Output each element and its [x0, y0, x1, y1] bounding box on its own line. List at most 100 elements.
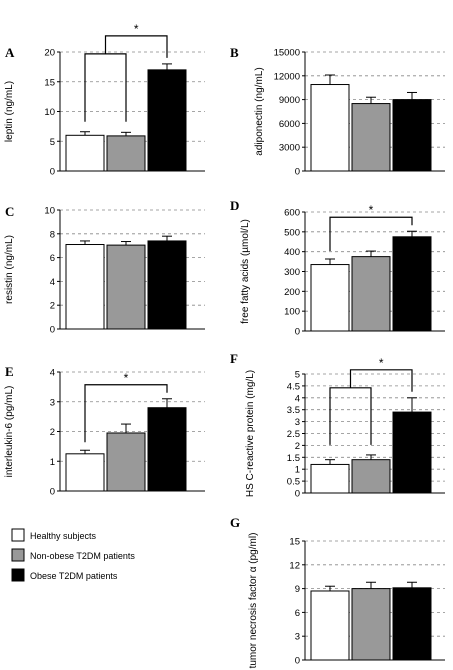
- y-tick-label: 1: [50, 457, 55, 468]
- bracket-line: [329, 216, 413, 252]
- y-axis-label: HS C-reactive protein (mg/L): [245, 370, 256, 497]
- y-tick-label: 6: [295, 608, 300, 619]
- y-axis-label: free fatty acids (µmol/L): [240, 219, 251, 324]
- y-tick-label: 300: [284, 267, 300, 278]
- legend-group: Healthy subjects Non-obese T2DM patients O…: [11, 528, 135, 582]
- bar: [106, 135, 146, 172]
- y-tick-label: 0: [295, 489, 300, 500]
- y-tick-label: 0: [50, 167, 55, 178]
- y-tick-label: 2: [50, 427, 55, 438]
- bracket-line: [349, 369, 413, 392]
- panel-c: C 0 2 4 6 8 10 resistin (ng/mL): [4, 204, 205, 336]
- panel-letter: D: [230, 198, 239, 213]
- panel-d: D 0 100 200 300 400 500 600 free fatty acids (µm…: [230, 198, 445, 338]
- y-tick-label: 2: [295, 441, 300, 452]
- y-tick-label: 15: [44, 77, 55, 88]
- significance-bracket: *: [329, 203, 413, 252]
- y-tick-label: 2: [50, 301, 55, 312]
- y-tick-label: 3: [50, 397, 55, 408]
- legend-swatch: [11, 568, 25, 582]
- y-tick-label: 100: [284, 307, 300, 318]
- y-tick-label: 9: [295, 584, 300, 595]
- panel-g: G 0 3 6 9 12 15 tumor necrosis factor α (pg/ml): [230, 515, 445, 668]
- y-tick-label: 0: [50, 487, 55, 498]
- significance-star: *: [134, 22, 139, 36]
- significance-bracket: *: [84, 371, 168, 443]
- y-tick-label: 4: [295, 393, 300, 404]
- y-tick-label: 3.5: [287, 405, 300, 416]
- bar: [392, 411, 432, 494]
- y-axis-label: resistin (ng/mL): [4, 235, 15, 304]
- y-axis-label: adiponectin (ng/mL): [254, 67, 265, 155]
- y-tick-label: 0: [295, 327, 300, 338]
- y-tick-label: 15: [289, 537, 300, 548]
- y-tick-label: 20: [44, 48, 55, 59]
- bar: [147, 407, 187, 492]
- panel-letter: B: [230, 45, 239, 60]
- panel-letter: G: [230, 515, 240, 530]
- bar: [392, 99, 432, 172]
- y-axis-label: interleukin-6 (pg/mL): [4, 386, 15, 478]
- y-tick-label: 0: [50, 325, 55, 336]
- y-tick-label: 10: [44, 206, 55, 217]
- y-tick-label: 5: [295, 370, 300, 381]
- bar: [106, 244, 146, 330]
- bracket-line: [84, 384, 168, 443]
- legend-label: Healthy subjects: [30, 531, 97, 541]
- y-tick-label: 4: [50, 368, 55, 379]
- panel-letter: E: [5, 364, 14, 379]
- y-tick-label: 4: [50, 277, 55, 288]
- y-tick-label: 6000: [279, 119, 300, 130]
- bar: [147, 240, 187, 330]
- significance-bracket: *: [329, 356, 413, 445]
- bar: [310, 84, 350, 172]
- y-tick-label: 3000: [279, 143, 300, 154]
- y-tick-label: 10: [44, 107, 55, 118]
- y-tick-label: 1: [295, 465, 300, 476]
- significance-star: *: [379, 356, 384, 370]
- bar: [310, 463, 350, 494]
- y-axis-label: leptin (ng/mL): [4, 81, 15, 142]
- panel-letter: C: [5, 204, 14, 219]
- bar: [392, 587, 432, 661]
- y-tick-label: 12: [289, 560, 300, 571]
- bar: [65, 453, 105, 492]
- bar: [310, 264, 350, 332]
- bar: [351, 256, 391, 332]
- y-tick-label: 400: [284, 247, 300, 258]
- panel-letter: A: [5, 45, 15, 60]
- legend-item: Obese T2DM patients: [11, 568, 118, 582]
- bar: [351, 459, 391, 494]
- bar: [351, 103, 391, 172]
- y-tick-label: 3: [295, 632, 300, 643]
- y-tick-label: 8: [50, 229, 55, 240]
- bar: [65, 134, 105, 172]
- significance-star: *: [369, 203, 374, 217]
- y-tick-label: 0: [295, 167, 300, 178]
- bracket-line: [104, 35, 168, 58]
- bar: [65, 244, 105, 330]
- legend-item: Non-obese T2DM patients: [11, 548, 135, 562]
- y-tick-label: 0: [295, 656, 300, 667]
- significance-star: *: [124, 371, 129, 385]
- legend-label: Non-obese T2DM patients: [30, 551, 135, 561]
- y-tick-label: 6: [50, 253, 55, 264]
- panel-letter: F: [230, 351, 238, 366]
- y-tick-label: 600: [284, 208, 300, 219]
- panel-e: E 0 1 2 3 4 interleukin-6 (pg/mL) *: [4, 364, 205, 498]
- y-tick-label: 9000: [279, 95, 300, 106]
- bar: [147, 69, 187, 172]
- bar: [106, 432, 146, 492]
- bar: [310, 590, 350, 661]
- legend-swatch: [11, 528, 25, 542]
- bracket-line: [329, 387, 372, 445]
- y-tick-label: 12000: [274, 71, 300, 82]
- panel-b: B 0 3000 6000 9000 12000 15000 adiponectin (ng/…: [230, 45, 445, 178]
- y-tick-label: 0.5: [287, 477, 300, 488]
- bar: [392, 236, 432, 332]
- significance-bracket: *: [84, 22, 168, 122]
- y-tick-label: 200: [284, 287, 300, 298]
- y-tick-label: 3: [295, 417, 300, 428]
- y-tick-label: 4.5: [287, 381, 300, 392]
